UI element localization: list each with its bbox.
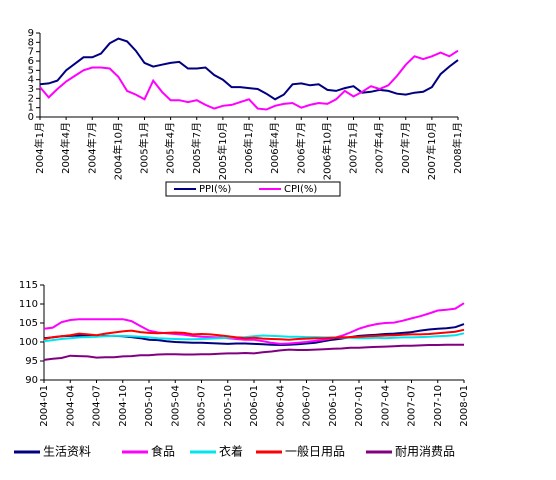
x-tick-label: 2007年1月	[347, 122, 360, 174]
y-tick-label: 3	[28, 84, 34, 95]
y-tick-label: 4	[28, 75, 34, 86]
x-tick-label: 2008-01	[459, 385, 470, 427]
x-tick-label: 2006-10	[328, 385, 339, 427]
x-tick-label: 2005-01	[144, 385, 155, 427]
x-tick-label: 2006年7月	[294, 122, 307, 174]
x-tick-label: 2007-01	[354, 385, 365, 427]
legend-label: PPI(%)	[199, 184, 231, 195]
x-tick-label: 2006年10月	[320, 122, 333, 180]
x-tick-label: 2006-07	[302, 385, 313, 427]
x-tick-label: 2006-01	[249, 385, 260, 427]
x-tick-label: 2008年1月	[451, 122, 464, 174]
y-tick-label: 0	[28, 112, 34, 123]
legend-box	[165, 181, 341, 197]
x-tick-label: 2005年1月	[138, 122, 151, 174]
x-tick-label: 2006年4月	[268, 122, 281, 174]
x-tick-label: 2005-07	[197, 385, 208, 427]
x-tick-label: 2007-07	[407, 385, 418, 427]
y-tick-label: 1	[28, 103, 34, 114]
series-line	[43, 328, 465, 341]
x-tick-label: 2007-04	[380, 385, 391, 427]
x-tick-label: 2004年4月	[59, 122, 72, 174]
series-line	[43, 302, 465, 345]
x-tick-label: 2007年4月	[373, 122, 386, 174]
y-tick-label: 2	[28, 93, 34, 104]
legend-label: 一般日用品	[285, 444, 345, 459]
x-tick-label: 2006年1月	[242, 122, 255, 174]
x-tick-label: 2004年1月	[33, 122, 46, 174]
y-tick-label: 8	[28, 37, 34, 48]
x-tick-label: 2004-01	[39, 385, 50, 427]
x-tick-label: 2005年10月	[216, 122, 229, 180]
series-line	[43, 343, 464, 361]
legend-label: CPI(%)	[284, 184, 317, 195]
legend-label: 食品	[151, 444, 175, 459]
y-tick-label: 6	[28, 56, 34, 67]
series-line	[43, 332, 465, 343]
legend-label: 衣着	[219, 444, 243, 459]
legend-label: 耐用消费品	[395, 445, 455, 459]
x-tick-label: 2006-04	[275, 385, 286, 427]
series-line	[39, 37, 459, 101]
y-tick-label: 110	[19, 299, 38, 310]
x-tick-label: 2004年10月	[111, 122, 124, 180]
x-tick-label: 2004-07	[92, 385, 103, 427]
legend-label: 生活资料	[43, 445, 91, 459]
x-tick-label: 2005-10	[223, 385, 234, 427]
y-tick-label: 7	[28, 47, 34, 58]
x-tick-label: 2005年4月	[164, 122, 177, 174]
x-tick-label: 2005年7月	[190, 122, 203, 174]
x-tick-label: 2005-04	[170, 385, 181, 427]
y-tick-label: 9	[28, 28, 34, 39]
x-tick-label: 2004-10	[118, 385, 129, 427]
x-tick-label: 2007年10月	[425, 122, 438, 180]
x-tick-label: 2007年7月	[399, 122, 412, 174]
y-tick-label: 105	[19, 318, 38, 329]
y-tick-label: 5	[28, 65, 34, 76]
x-tick-label: 2004年7月	[85, 122, 98, 174]
y-tick-label: 115	[19, 280, 38, 291]
y-tick-label: 95	[25, 356, 38, 367]
x-tick-label: 2007-10	[433, 385, 444, 427]
y-tick-label: 90	[25, 375, 38, 386]
series-line	[39, 49, 459, 111]
x-tick-label: 2004-04	[65, 385, 76, 427]
y-tick-label: 100	[19, 337, 38, 348]
